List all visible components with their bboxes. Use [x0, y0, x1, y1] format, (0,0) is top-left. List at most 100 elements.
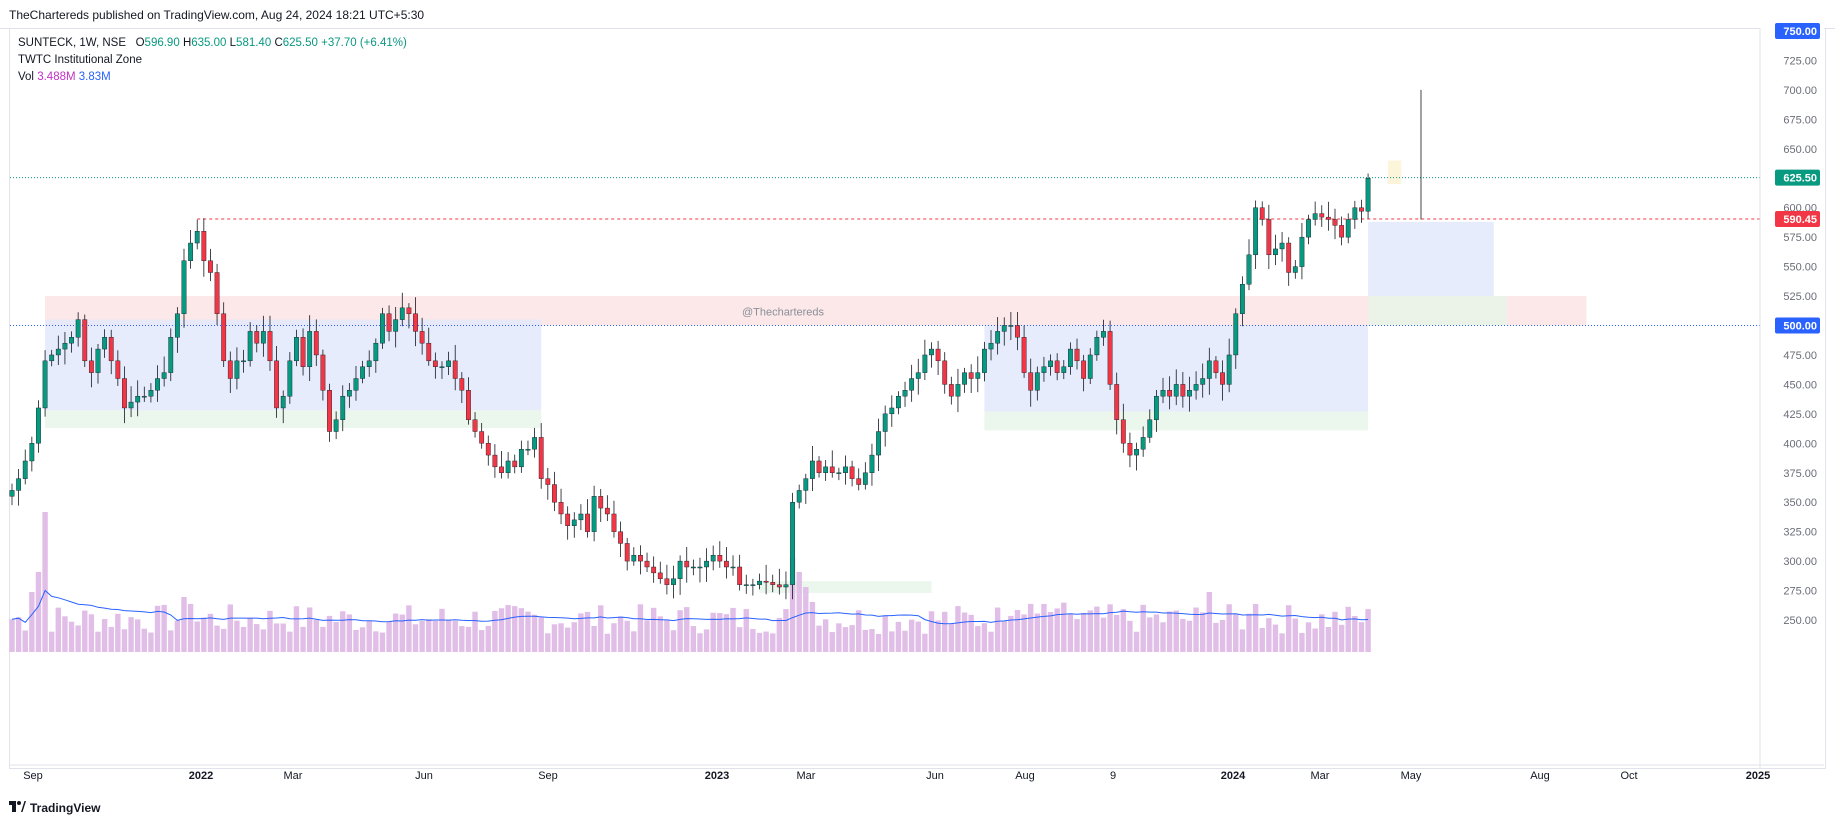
price-tick-label: 675.00 — [1783, 114, 1817, 126]
candle-up — [234, 360, 240, 379]
price-tick-label: 450.00 — [1783, 379, 1817, 391]
volume-bar — [1200, 612, 1206, 652]
candle-up — [333, 419, 339, 432]
candle-down — [492, 454, 498, 468]
zone-green — [984, 411, 1369, 431]
volume-bar — [1239, 629, 1246, 652]
candle-up — [1041, 366, 1047, 373]
indicator-name[interactable]: TWTC Institutional Zone — [18, 54, 142, 66]
candle-up — [49, 354, 55, 362]
volume-bar — [121, 629, 128, 652]
volume-bar — [1080, 612, 1087, 652]
volume-bar — [1292, 618, 1299, 652]
candle-down — [1259, 207, 1265, 220]
candle-down — [1021, 337, 1027, 373]
candle-down — [657, 572, 663, 579]
candle-up — [1087, 354, 1093, 379]
candle-down — [386, 313, 392, 332]
volume-bar — [657, 616, 663, 652]
candle-up — [399, 307, 405, 320]
volume-bar — [353, 629, 359, 652]
price-label: 750.00 — [1783, 26, 1817, 38]
volume-bar — [538, 617, 544, 652]
volume-bar — [908, 619, 915, 652]
candle-down — [717, 555, 723, 562]
volume-bar — [472, 611, 478, 652]
volume-bar — [280, 623, 286, 652]
candle-down — [1081, 360, 1087, 379]
zone-green — [45, 410, 542, 428]
volume-bar — [697, 633, 703, 652]
volume-bar — [101, 619, 108, 652]
candle-up — [955, 384, 961, 397]
volume-bar — [1087, 610, 1093, 652]
volume-bar — [505, 604, 511, 652]
volume-bar — [82, 610, 88, 652]
volume-bar — [128, 617, 134, 652]
candle-down — [1339, 225, 1345, 238]
volume-bar — [604, 633, 611, 652]
volume-bar — [227, 604, 233, 652]
time-tick-label: 2025 — [1746, 770, 1770, 782]
volume-bar — [664, 619, 670, 652]
volume-bar — [836, 623, 842, 652]
volume-bar — [770, 633, 776, 652]
candle-up — [1193, 384, 1199, 391]
time-tick-label: 2022 — [189, 770, 213, 782]
candle-up — [1312, 213, 1318, 220]
candle-down — [88, 360, 94, 373]
price-tick-label: 300.00 — [1783, 556, 1817, 568]
volume-bar — [346, 614, 353, 652]
candle-up — [1233, 313, 1239, 356]
volume-bar — [624, 620, 630, 652]
candle-down — [724, 560, 729, 568]
volume-bar — [254, 624, 260, 652]
low-label: L — [229, 37, 237, 49]
candle-down — [1107, 331, 1113, 385]
zone-blue — [45, 319, 542, 411]
candle-up — [896, 395, 901, 409]
price-tick-label: 475.00 — [1783, 350, 1817, 362]
volume-label[interactable]: Vol — [18, 71, 34, 83]
time-tick-label: Oct — [1620, 770, 1637, 782]
volume-bar — [1001, 620, 1007, 652]
tradingview-brand[interactable]: TradingView — [30, 800, 101, 815]
volume-bar — [1021, 614, 1027, 652]
volume-bar — [313, 619, 319, 652]
price-tick-label: 650.00 — [1783, 144, 1817, 156]
candle-up — [1134, 448, 1139, 456]
candle-up — [260, 331, 266, 344]
candle-down — [664, 578, 670, 585]
candle-down — [1127, 443, 1133, 456]
candle-down — [1213, 360, 1219, 373]
candle-down — [485, 443, 491, 456]
volume-bar — [29, 592, 35, 652]
volume-bar — [1219, 619, 1226, 652]
candle-up — [307, 331, 313, 367]
volume-bar — [412, 624, 419, 652]
candle-down — [122, 378, 127, 409]
price-tick-label: 250.00 — [1783, 615, 1817, 627]
candle-up — [168, 337, 174, 373]
volume-bar — [75, 625, 81, 652]
candle-down — [585, 513, 590, 532]
candle-up — [810, 460, 815, 479]
symbol-info[interactable]: SUNTECK, 1W, NSE — [18, 37, 126, 49]
price-tick-label: 375.00 — [1783, 468, 1817, 480]
chart-frame — [9, 28, 1826, 769]
candle-down — [816, 460, 822, 473]
tradingview-logo-icon[interactable] — [9, 800, 26, 815]
volume-bar — [763, 631, 769, 652]
volume-bar — [750, 628, 756, 652]
volume-bar — [889, 631, 895, 652]
volume-bar — [287, 631, 293, 652]
volume-bar — [1028, 603, 1034, 652]
candle-up — [750, 584, 756, 586]
candle-up — [1008, 325, 1014, 327]
volume-bar — [108, 626, 114, 652]
candle-up — [988, 342, 994, 350]
volume-bar — [293, 606, 300, 652]
candle-down — [406, 307, 412, 314]
volume-bar — [154, 605, 161, 652]
